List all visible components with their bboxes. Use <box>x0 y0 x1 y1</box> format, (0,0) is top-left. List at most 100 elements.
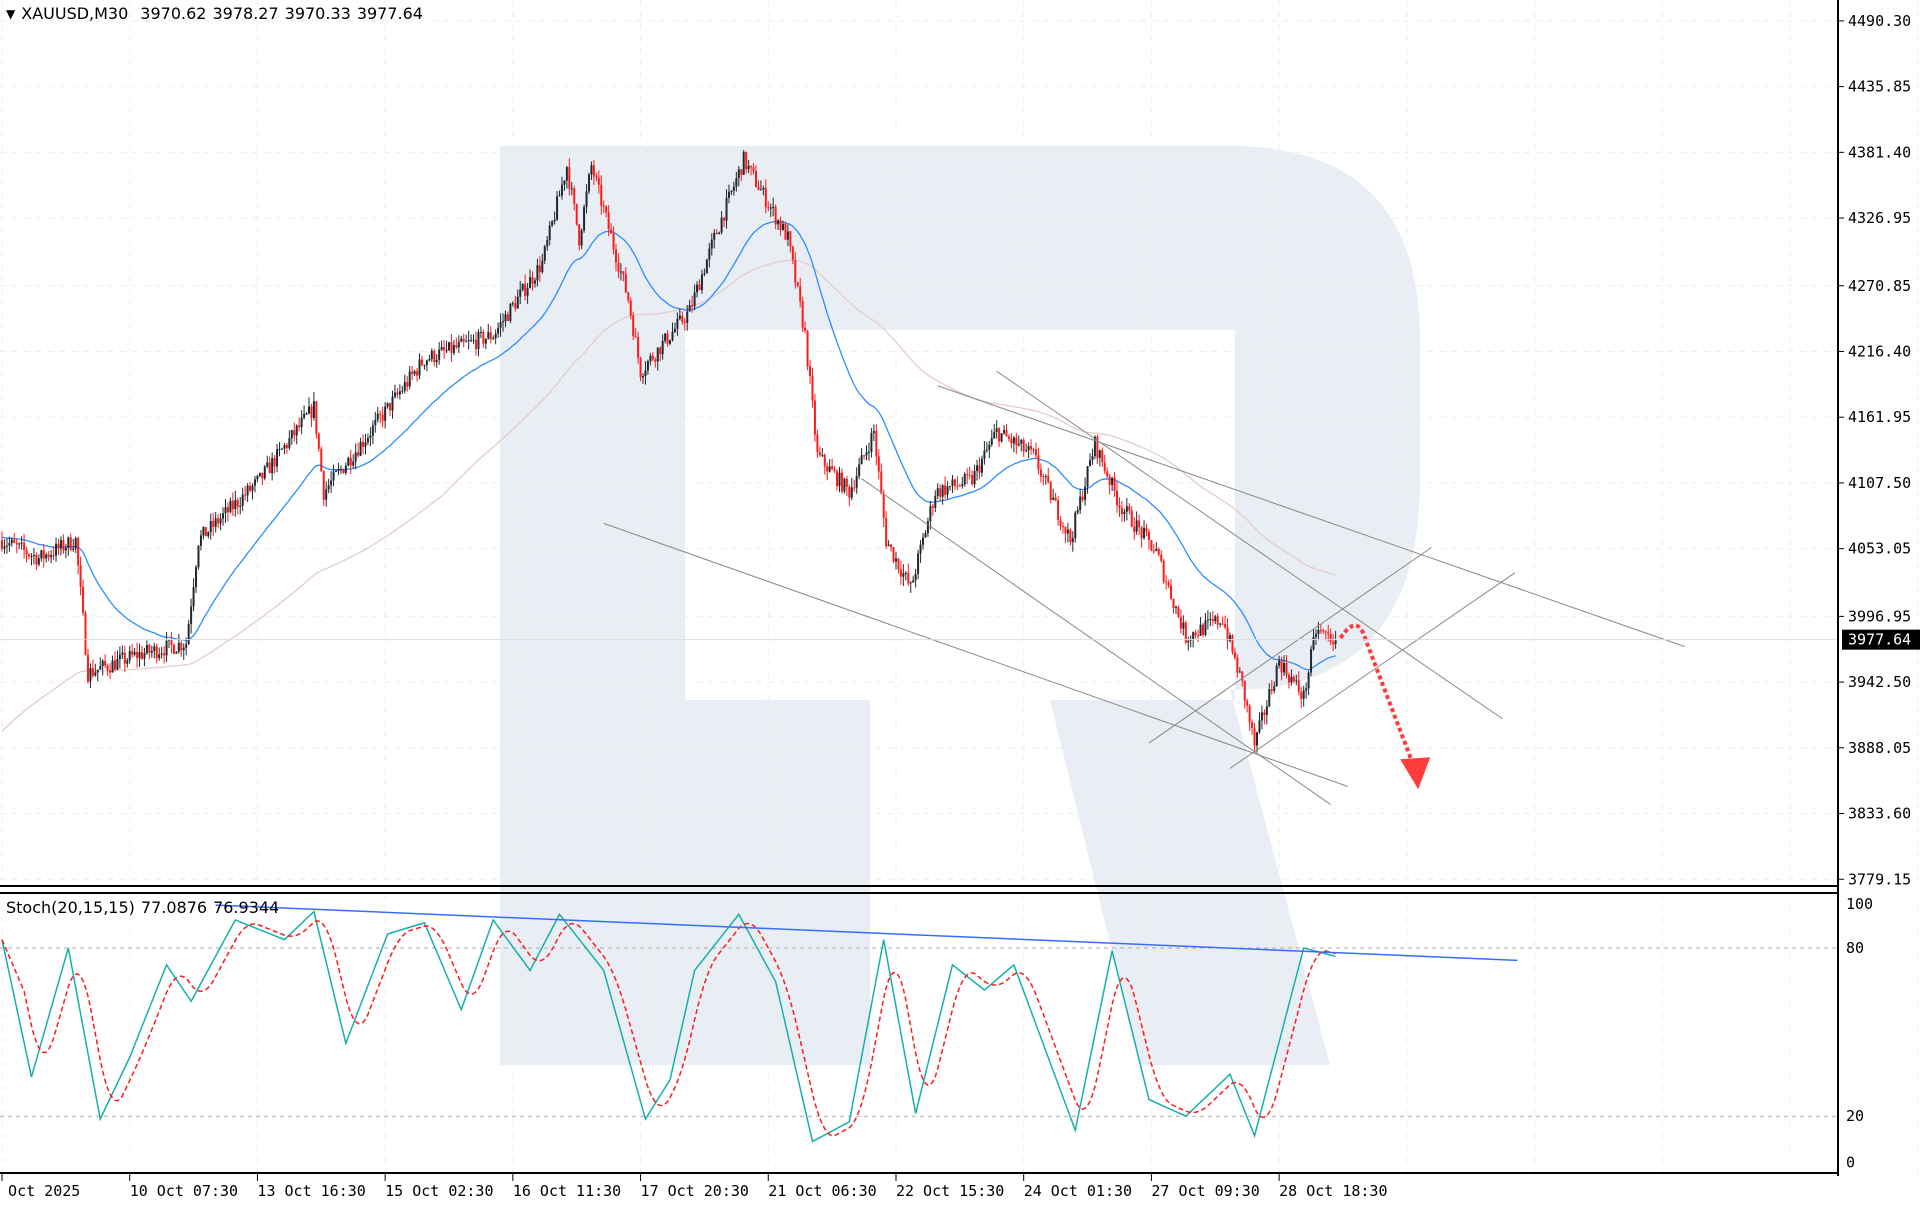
price-tick-label: 3779.15 <box>1848 870 1911 888</box>
candle-body <box>740 169 743 175</box>
candle-body <box>406 382 409 387</box>
candle-body <box>872 431 875 434</box>
candle-body <box>1172 598 1175 609</box>
candle-body <box>836 471 839 487</box>
candle-body <box>963 474 966 485</box>
candle-body <box>519 289 522 297</box>
candle-body <box>1138 520 1141 528</box>
candle-body <box>899 569 902 577</box>
candle-body <box>1147 531 1150 541</box>
candle-body <box>1066 529 1069 534</box>
candle-body <box>666 333 669 344</box>
candle-body <box>1106 471 1109 477</box>
candle-body <box>1012 437 1015 444</box>
candle-body <box>784 224 787 240</box>
candle-body <box>1030 445 1033 450</box>
candle-body <box>364 442 367 447</box>
candle-body <box>754 171 757 187</box>
candle-body <box>430 350 433 360</box>
symbol-name: XAUUSD,M30 <box>21 4 129 23</box>
candle-body <box>150 650 153 653</box>
candle-body <box>163 653 166 656</box>
candle-body <box>322 471 325 500</box>
candle-body <box>1270 689 1273 692</box>
candle-body <box>15 542 18 545</box>
candle-body <box>143 653 146 659</box>
candle-body <box>1027 445 1030 451</box>
stoch-tick-label: 0 <box>1846 1153 1855 1171</box>
candle-body <box>96 669 99 673</box>
candle-body <box>249 485 252 491</box>
price-tick-label: 4161.95 <box>1848 408 1911 426</box>
candle-body <box>1032 449 1035 451</box>
current-price-label: 3977.64 <box>1848 631 1911 649</box>
candle-body <box>578 224 581 246</box>
candle-body <box>408 371 411 387</box>
trendlines[interactable] <box>0 370 1838 806</box>
candle-body <box>833 469 836 472</box>
candle-body <box>1120 507 1123 514</box>
high-value: 3978.27 <box>212 4 279 23</box>
candle-body <box>131 651 134 655</box>
candle-body <box>99 666 102 670</box>
candle-body <box>1332 642 1335 645</box>
candle-body <box>106 665 109 671</box>
candle-body <box>632 315 635 337</box>
candle-body <box>401 390 404 392</box>
candle-body <box>82 586 85 614</box>
candle-body <box>713 232 716 240</box>
candle-body <box>45 554 48 559</box>
candle-body <box>420 359 423 366</box>
candle-body <box>506 314 509 321</box>
candle-body <box>944 485 947 495</box>
candle-body <box>411 371 414 374</box>
open-value: 3970.62 <box>140 4 207 23</box>
candle-body <box>1010 438 1013 444</box>
candle-body <box>165 640 168 656</box>
candle-body <box>782 224 785 230</box>
candle-body <box>118 654 121 659</box>
candle-body <box>725 197 728 221</box>
candle-body <box>332 471 335 481</box>
trendline <box>1148 547 1432 744</box>
candle-body <box>1061 526 1064 528</box>
candle-body <box>998 428 1001 442</box>
candle-body <box>187 624 190 645</box>
candle-body <box>1319 630 1322 632</box>
candle-body <box>1005 430 1008 437</box>
candle-body <box>391 396 394 411</box>
trendline <box>861 478 1331 806</box>
candle-body <box>57 543 60 549</box>
candle-body <box>1199 624 1202 636</box>
candle-body <box>8 543 11 546</box>
candle-body <box>1150 540 1153 551</box>
candle-body <box>180 642 183 651</box>
candle-body <box>1283 662 1286 673</box>
candle-body <box>42 550 45 559</box>
candle-body <box>745 151 748 170</box>
candle-body <box>524 283 527 296</box>
candle-body <box>1162 561 1165 582</box>
candle-body <box>1256 732 1259 746</box>
candle-body <box>669 340 672 344</box>
candle-body <box>155 646 158 659</box>
candle-body <box>64 547 67 551</box>
candle-body <box>752 167 755 172</box>
candle-body <box>1219 623 1222 625</box>
candle-body <box>1135 520 1138 532</box>
candle-body <box>347 457 350 466</box>
candle-body <box>1305 688 1308 691</box>
candle-body <box>949 486 952 488</box>
candle-body <box>263 466 266 479</box>
candle-body <box>1231 635 1234 653</box>
candle-body <box>806 330 809 367</box>
candle-body <box>288 438 291 448</box>
candle-body <box>688 304 691 312</box>
candle-body <box>747 165 750 170</box>
candle-body <box>374 419 377 426</box>
candle-body <box>308 406 310 414</box>
candle-body <box>737 169 740 179</box>
collapse-triangle-icon[interactable]: ▼ <box>6 6 16 21</box>
candle-body <box>1103 462 1106 472</box>
candle-body <box>691 304 694 307</box>
